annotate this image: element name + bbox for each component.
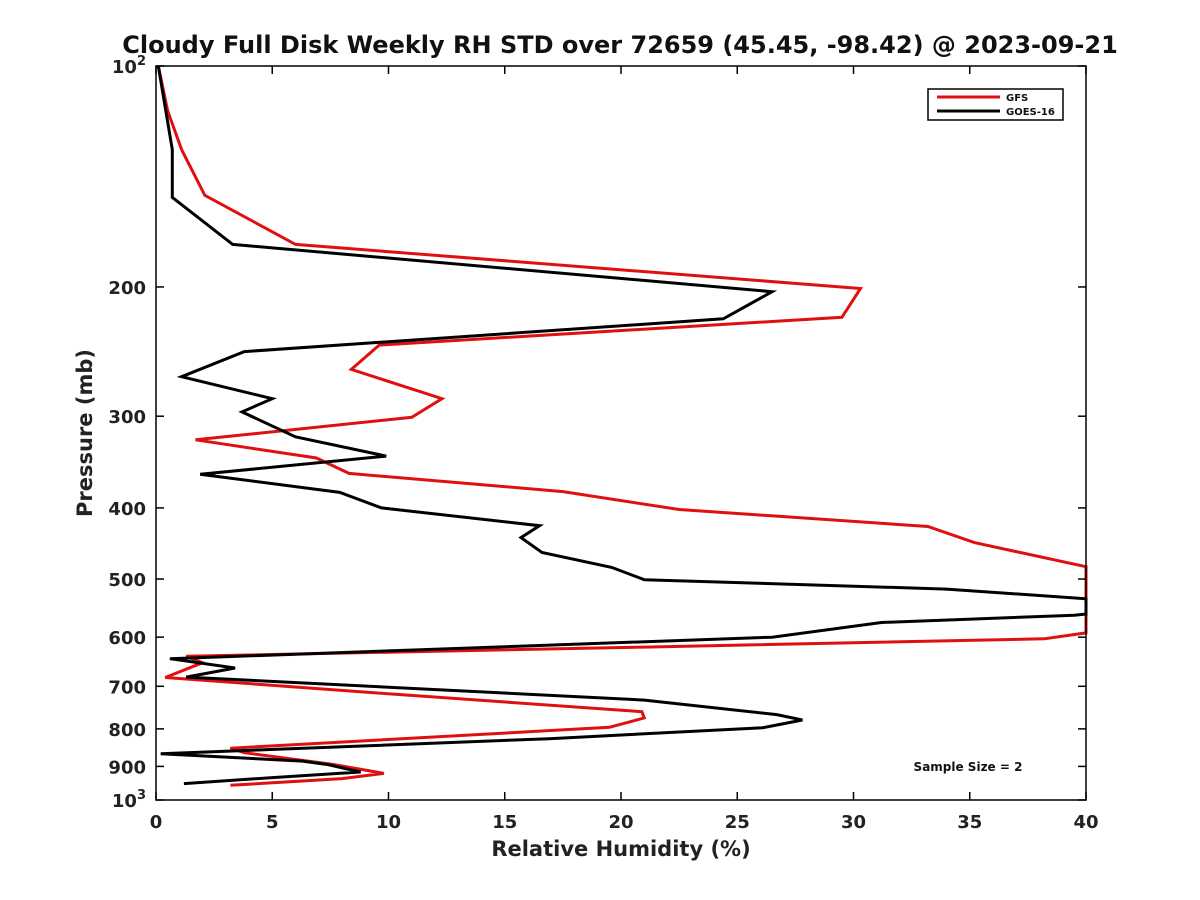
x-tick-label: 0: [150, 812, 163, 833]
y-axis-label: Pressure (mb): [73, 349, 97, 517]
y-tick-label: 300: [108, 407, 146, 428]
y-tick-label: 700: [108, 677, 146, 698]
plot-frame: [155, 65, 1087, 801]
x-tick-label: 30: [841, 812, 866, 833]
x-tick-label: 35: [957, 812, 982, 833]
x-tick-label: 5: [266, 812, 279, 833]
series-line-gfs: [156, 65, 1088, 787]
x-tick-label: 20: [608, 812, 633, 833]
series-layer: [156, 65, 1088, 787]
y-tick-label: 400: [108, 499, 146, 520]
y-tick-label: 500: [108, 570, 146, 591]
legend-label-gfs: GFS: [1006, 93, 1028, 104]
y-tick-label: 600: [108, 628, 146, 649]
sample-size-annotation: Sample Size = 2: [914, 760, 1023, 774]
legend: GFS GOES-16: [927, 88, 1064, 121]
legend-label-goes-16: GOES-16: [1006, 107, 1055, 118]
y-tick-label: 103: [112, 788, 146, 812]
y-tick-label: 102: [112, 54, 146, 78]
x-tick-label: 10: [376, 812, 401, 833]
x-tick-label: 40: [1073, 812, 1098, 833]
x-axis-label: Relative Humidity (%): [491, 837, 750, 861]
x-tick-label: 25: [725, 812, 750, 833]
chart-title: Cloudy Full Disk Weekly RH STD over 7265…: [122, 31, 1118, 59]
x-axis: 0 5 10 15 20 25 30 35 40: [150, 66, 1099, 833]
series-line-goes-16: [156, 65, 1088, 786]
x-tick-label: 15: [492, 812, 517, 833]
y-tick-label: 800: [108, 720, 146, 741]
y-tick-label: 900: [108, 757, 146, 778]
legend-box: [927, 88, 1064, 121]
y-axis: 102 200 300 400 500 600 700 800 900 103: [108, 54, 1086, 812]
y-tick-label: 200: [108, 278, 146, 299]
